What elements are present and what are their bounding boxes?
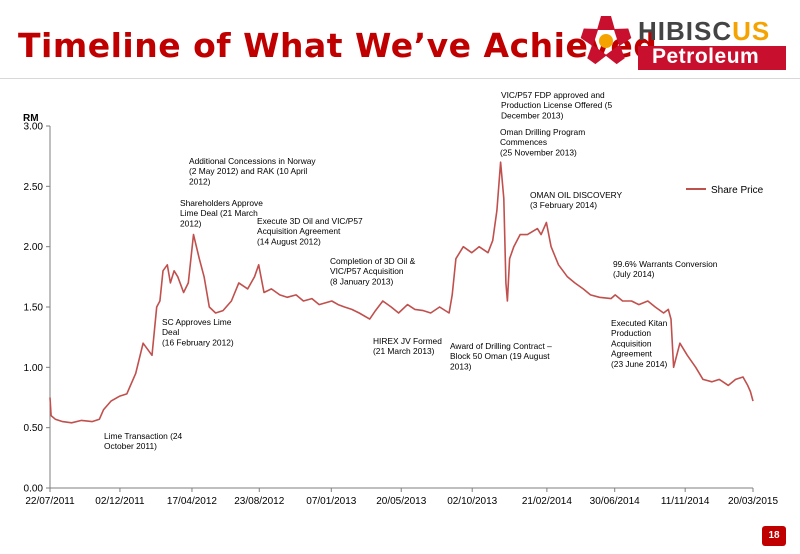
timeline-annotations: Lime Transaction (24 October 2011) SC Appr… <box>104 90 718 451</box>
annotation-line: HIREX JV Formed <box>373 336 442 346</box>
annotation-label: Lime Transaction (24 October 2011) <box>104 431 183 451</box>
annotation-label: 99.6% Warrants Conversion (July 2014) <box>613 259 718 279</box>
logo-wordmark-hibiscus: HIBISCUS <box>638 16 770 47</box>
y-axis-label: RM <box>23 113 39 124</box>
y-tick-label: 1.00 <box>24 363 44 374</box>
annotation-label: Executed Kitan Production Acquisition Agree… <box>611 318 668 369</box>
annotation-line: Agreement <box>611 349 653 359</box>
annotation-label: Award of Drilling Contract – Block 50 Oma… <box>450 341 552 371</box>
annotation-line: Block 50 Oman (19 August <box>450 351 550 361</box>
annotation-line: October 2011) <box>104 441 157 451</box>
annotation-line: (July 2014) <box>613 269 655 279</box>
y-tick-label: 2.50 <box>24 182 44 193</box>
annotation-line: (3 February 2014) <box>530 200 597 210</box>
annotation-line: VIC/P57 FDP approved and <box>501 90 605 100</box>
annotation-line: Shareholders Approve <box>180 198 263 208</box>
page-number-badge: 18 <box>762 526 786 546</box>
annotation-line: Production <box>611 328 651 338</box>
x-tick-label: 22/07/2011 <box>25 496 75 507</box>
x-tick-label: 20/03/2015 <box>728 496 778 507</box>
annotation-line: Completion of 3D Oil & <box>330 256 416 266</box>
x-tick-label: 17/04/2012 <box>167 496 217 507</box>
annotation-line: December 2013) <box>501 110 564 120</box>
logo-wordmark-petroleum: Petroleum <box>652 45 760 68</box>
y-tick-label: 2.00 <box>24 242 44 253</box>
x-tick-label: 23/08/2012 <box>234 496 284 507</box>
header-divider <box>0 78 800 79</box>
annotation-line: (14 August 2012) <box>257 236 321 246</box>
x-axis-ticks: 22/07/2011 02/12/2011 17/04/2012 23/08/2012… <box>25 488 778 507</box>
annotation-line: (25 November 2013) <box>500 147 577 157</box>
annotation-label: Execute 3D Oil and VIC/P57 Acquisition Ag… <box>257 216 363 246</box>
x-tick-label: 20/05/2013 <box>376 496 426 507</box>
annotation-line: (16 February 2012) <box>162 337 234 347</box>
annotation-label: Additional Concessions in Norway (2 May 2… <box>189 156 316 186</box>
x-tick-label: 30/06/2014 <box>590 496 640 507</box>
annotation-line: (8 January 2013) <box>330 276 394 286</box>
annotation-line: (23 June 2014) <box>611 359 668 369</box>
share-price-line <box>49 161 754 424</box>
annotation-line: Commences <box>500 137 547 147</box>
annotation-line: Acquisition Agreement <box>257 226 341 236</box>
x-tick-label: 11/11/2014 <box>661 496 710 507</box>
company-logo: HIBISCUS Petroleum <box>576 10 788 72</box>
annotation-line: SC Approves Lime <box>162 317 232 327</box>
annotation-line: 2012) <box>189 176 211 186</box>
annotation-label: HIREX JV Formed (21 March 2013) <box>373 336 442 356</box>
annotation-label: OMAN OIL DISCOVERY (3 February 2014) <box>530 190 623 210</box>
annotation-line: VIC/P57 Acquisition <box>330 266 404 276</box>
annotation-line: Production License Offered (5 <box>501 100 612 110</box>
annotation-line: 2013) <box>450 361 472 371</box>
hibiscus-logo-icon <box>580 16 632 65</box>
y-tick-label: 0.00 <box>24 484 44 495</box>
annotation-line: Deal <box>162 327 179 337</box>
annotation-label: VIC/P57 FDP approved and Production Licen… <box>501 90 612 120</box>
y-tick-label: 1.50 <box>24 303 44 314</box>
y-tick-label: 3.00 <box>24 122 44 133</box>
legend: Share Price <box>686 185 764 196</box>
annotation-line: Award of Drilling Contract – <box>450 341 552 351</box>
x-tick-label: 21/02/2014 <box>522 496 572 507</box>
logo-letter-h: H <box>638 16 658 46</box>
annotation-line: OMAN OIL DISCOVERY <box>530 190 623 200</box>
annotation-line: (21 March 2013) <box>373 346 435 356</box>
annotation-line: Lime Deal (21 March <box>180 208 258 218</box>
legend-label: Share Price <box>711 185 764 196</box>
annotation-line: Executed Kitan <box>611 318 668 328</box>
annotation-line: Lime Transaction (24 <box>104 431 183 441</box>
page-title: Timeline of What We’ve Achieved <box>18 26 658 65</box>
annotation-label: Shareholders Approve Lime Deal (21 March 2… <box>180 198 263 228</box>
logo-letters-middle: IBISC <box>657 16 733 46</box>
x-tick-label: 02/12/2011 <box>95 496 145 507</box>
annotation-label: SC Approves Lime Deal (16 February 2012) <box>162 317 234 347</box>
annotation-line: Additional Concessions in Norway <box>189 156 316 166</box>
x-tick-label: 02/10/2013 <box>447 496 497 507</box>
annotation-line: 2012) <box>180 218 202 228</box>
x-tick-label: 07/01/2013 <box>306 496 356 507</box>
logo-letters-accent: US <box>732 16 771 46</box>
logo-red-bar <box>638 46 786 70</box>
y-axis-ticks: 0.00 0.50 1.00 1.50 2.00 2.50 3.00 <box>24 122 50 495</box>
annotation-label: Completion of 3D Oil & VIC/P57 Acquisitio… <box>330 256 416 286</box>
y-tick-label: 0.50 <box>24 423 44 434</box>
annotation-line: Oman Drilling Program <box>500 127 585 137</box>
annotation-line: Acquisition <box>611 338 652 348</box>
annotation-line: Execute 3D Oil and VIC/P57 <box>257 216 363 226</box>
annotation-line: 99.6% Warrants Conversion <box>613 259 718 269</box>
annotation-line: (2 May 2012) and RAK (10 April <box>189 166 307 176</box>
annotation-label: Oman Drilling Program Commences (25 Novemb… <box>500 127 585 157</box>
